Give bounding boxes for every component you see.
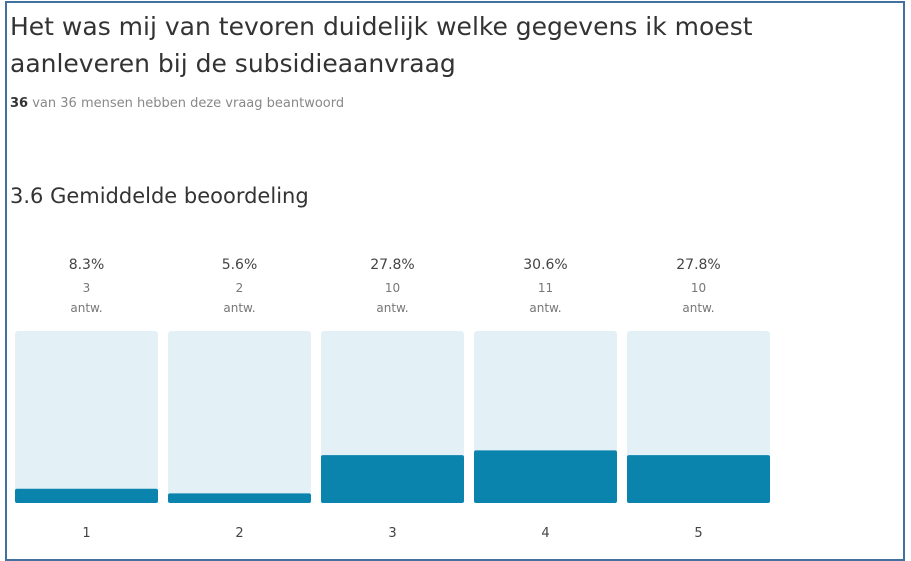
x-tick-label: 1 bbox=[82, 526, 90, 541]
respondents-count: 36 bbox=[10, 96, 29, 111]
bar-value-1 bbox=[15, 488, 158, 503]
bar-percent-label: 5.6% bbox=[222, 257, 258, 273]
bar-count-label: 3 bbox=[83, 281, 91, 295]
bar-count-unit: antw. bbox=[70, 301, 102, 315]
bar-track bbox=[168, 331, 311, 503]
bar-count-label: 10 bbox=[691, 281, 706, 295]
respondents-summary: 36 van 36 mensen hebben deze vraag beant… bbox=[10, 96, 344, 111]
x-tick-label: 2 bbox=[235, 526, 243, 541]
rating-bar-chart: 8.3% 3 antw. 1 5.6% 2 antw. 2 27.8% 10 antw. 3 30.6%… bbox=[15, 257, 770, 541]
x-tick-label: 4 bbox=[541, 526, 549, 541]
bar-track bbox=[15, 331, 158, 503]
bar-count-label: 11 bbox=[538, 281, 553, 295]
question-title: Het was mij van tevoren duidelijk welke … bbox=[10, 12, 753, 78]
bar-count-label: 10 bbox=[385, 281, 400, 295]
respondents-text: van 36 mensen hebben deze vraag beantwoo… bbox=[32, 96, 345, 111]
bar-count-unit: antw. bbox=[682, 301, 714, 315]
bar-count-unit: antw. bbox=[223, 301, 255, 315]
bar-percent-label: 8.3% bbox=[69, 257, 105, 273]
bar-percent-label: 27.8% bbox=[370, 257, 414, 273]
bar-percent-label: 27.8% bbox=[676, 257, 720, 273]
x-tick-label: 5 bbox=[694, 526, 702, 541]
bar-value-2 bbox=[168, 493, 311, 503]
bar-count-unit: antw. bbox=[376, 301, 408, 315]
bar-percent-label: 30.6% bbox=[523, 257, 567, 273]
bar-count-label: 2 bbox=[236, 281, 244, 295]
bar-value-4 bbox=[474, 450, 617, 503]
x-tick-label: 3 bbox=[388, 526, 396, 541]
average-rating: 3.6 Gemiddelde beoordeling bbox=[10, 184, 309, 208]
bar-value-3 bbox=[321, 455, 464, 503]
bar-count-unit: antw. bbox=[529, 301, 561, 315]
bar-value-5 bbox=[627, 455, 770, 503]
